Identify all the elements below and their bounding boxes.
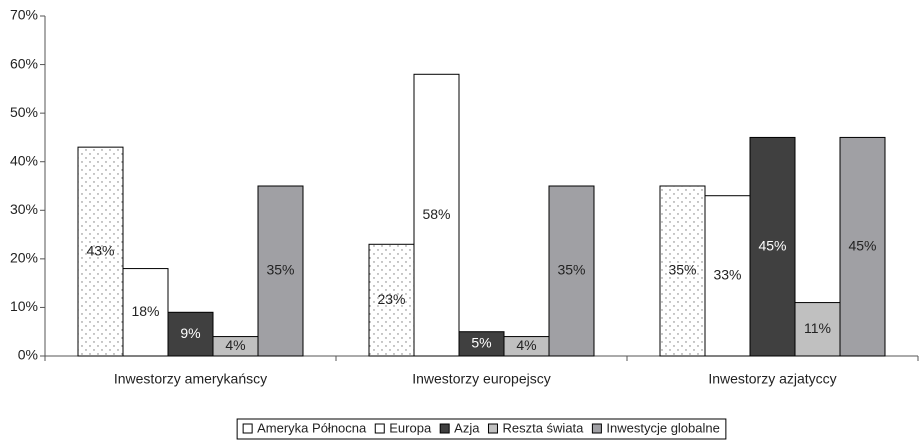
legend-swatch	[374, 423, 385, 434]
x-tick-label: Inwestorzy azjatyccy	[708, 371, 836, 387]
data-label: 45%	[758, 237, 786, 253]
y-tick-label: 0%	[18, 347, 38, 363]
data-label: 4%	[225, 337, 245, 353]
bar	[77, 146, 124, 357]
data-label: 18%	[131, 303, 159, 319]
bar	[167, 311, 214, 357]
bar	[749, 136, 796, 357]
bar	[794, 302, 841, 357]
data-label: 33%	[713, 267, 741, 283]
legend-box	[236, 418, 727, 440]
legend-swatch	[439, 423, 450, 434]
data-label: 43%	[86, 242, 114, 258]
bar	[659, 185, 706, 357]
bar	[257, 185, 304, 357]
x-tick-label: Inwestorzy amerykańscy	[114, 371, 267, 387]
y-tick-label: 50%	[10, 104, 38, 120]
bar	[458, 331, 505, 357]
data-label: 35%	[668, 262, 696, 278]
legend-label: Europa	[389, 420, 432, 435]
bar	[704, 195, 751, 357]
data-label: 35%	[557, 262, 585, 278]
data-label: 9%	[180, 325, 200, 341]
x-tick-label: Inwestorzy europejscy	[412, 371, 551, 387]
legend-label: Reszta świata	[502, 420, 584, 435]
y-tick-label: 70%	[10, 7, 38, 23]
y-tick-label: 60%	[10, 55, 38, 71]
y-tick-label: 20%	[10, 250, 38, 266]
legend-label: Inwestycje globalne	[606, 420, 719, 435]
bar	[839, 136, 886, 357]
data-label: 11%	[804, 320, 831, 336]
legend: Ameryka Północna Europa Azja Reszta świata I…	[236, 418, 727, 440]
data-label: 4%	[516, 337, 536, 353]
y-tick-label: 30%	[10, 201, 38, 217]
legend-label: Azja	[454, 420, 480, 435]
y-tick-label: 40%	[10, 152, 38, 168]
data-label: 23%	[377, 291, 405, 307]
data-label: 45%	[848, 237, 876, 253]
y-tick-label: 10%	[10, 298, 38, 314]
data-label: 5%	[471, 335, 491, 351]
legend-swatch	[591, 423, 602, 434]
legend-label: Ameryka Północna	[257, 420, 367, 435]
legend-swatch	[242, 423, 253, 434]
legend-swatch	[487, 423, 498, 434]
data-label: 58%	[422, 206, 450, 222]
bar	[413, 73, 460, 357]
data-label: 35%	[266, 262, 294, 278]
bar	[548, 185, 595, 357]
